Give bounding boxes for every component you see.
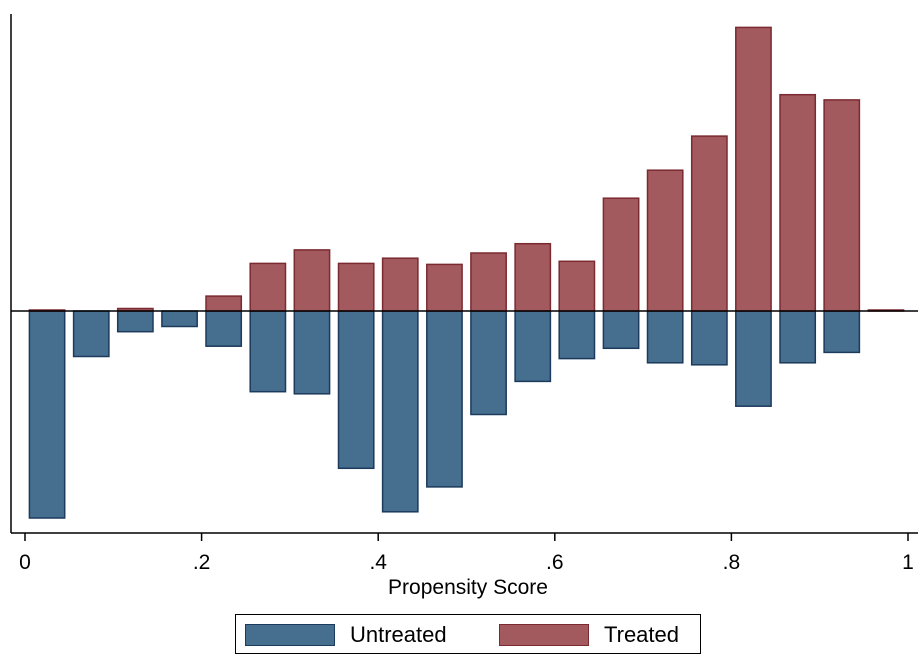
bar-untreated-9 (426, 310, 463, 488)
bar-untreated-4 (205, 310, 243, 347)
legend-swatch-untreated (245, 624, 335, 646)
bar-treated-14 (646, 169, 684, 312)
bar-untreated-8 (381, 310, 419, 513)
bar-untreated-10 (470, 310, 507, 416)
bar-untreated-13 (602, 310, 640, 350)
bar-treated-16 (735, 26, 772, 312)
x-tick-label-3: .6 (546, 551, 564, 574)
bar-untreated-15 (690, 310, 728, 366)
bar-untreated-14 (646, 310, 684, 364)
bar-treated-12 (558, 260, 596, 312)
legend-label-untreated: Untreated (350, 622, 447, 647)
bar-treated-8 (381, 257, 419, 312)
bar-treated-6 (293, 249, 331, 312)
x-tick-label-4: .8 (723, 551, 741, 574)
x-axis-title: Propensity Score (388, 576, 548, 599)
bar-treated-4 (205, 295, 243, 312)
bar-untreated-16 (735, 310, 772, 407)
bar-treated-18 (823, 99, 861, 312)
bar-untreated-1 (72, 310, 110, 358)
bar-treated-11 (514, 242, 552, 312)
bar-treated-7 (337, 262, 375, 312)
x-tick-label-0: 0 (19, 551, 31, 574)
bar-treated-10 (470, 252, 507, 312)
bar-untreated-2 (116, 310, 154, 333)
bar-untreated-3 (161, 310, 198, 328)
untreated-bars (28, 310, 861, 519)
bar-untreated-12 (558, 310, 596, 360)
bar-treated-17 (779, 93, 817, 312)
legend-item-treated: Treated (499, 623, 679, 647)
legend-item-untreated: Untreated (245, 623, 447, 647)
bar-untreated-18 (823, 310, 861, 354)
bar-untreated-6 (293, 310, 331, 395)
bar-untreated-0 (28, 310, 66, 519)
bar-treated-13 (602, 197, 640, 312)
x-tick-label-1: .2 (193, 551, 211, 574)
legend: Untreated Treated (235, 614, 701, 654)
treated-bars (28, 26, 905, 312)
x-tick-label-5: 1 (902, 551, 914, 574)
bar-untreated-7 (337, 310, 375, 470)
bar-untreated-5 (249, 310, 287, 393)
bar-untreated-11 (514, 310, 552, 383)
propensity-score-histogram: 0 .2 .4 .6 .8 1 Propensity Score (10, 14, 918, 599)
bar-treated-15 (690, 135, 728, 312)
bar-untreated-17 (779, 310, 817, 364)
legend-swatch-treated (499, 624, 589, 646)
x-axis-ticks: 0 .2 .4 .6 .8 1 (19, 533, 914, 574)
x-tick-label-2: .4 (369, 551, 387, 574)
bar-treated-9 (426, 263, 463, 312)
legend-label-treated: Treated (604, 622, 680, 647)
bar-treated-5 (249, 262, 287, 312)
